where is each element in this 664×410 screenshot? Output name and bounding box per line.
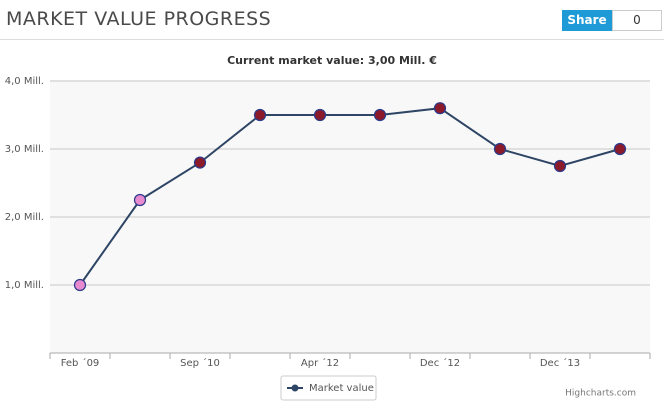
marker [193,156,207,169]
y-tick-label: 2,0 Mill. [5,212,44,223]
y-tick-label: 3,0 Mill. [5,144,44,155]
marker [133,193,147,207]
x-tick-label: Dec ´12 [420,357,460,369]
legend-symbol [291,384,299,392]
marker [553,159,567,173]
marker [433,102,447,115]
x-tick-label: Apr ´12 [301,357,339,369]
marker [373,108,387,122]
share-button[interactable]: Share [562,10,612,31]
credit[interactable]: Highcharts.com [565,389,636,399]
marker [253,108,267,122]
y-tick-label: 1,0 Mill. [5,280,44,291]
marker [613,142,627,156]
marker [313,108,327,122]
x-tick-label: Feb ´09 [61,357,100,369]
marker [493,142,507,156]
line [79,107,621,286]
y-tick-label: 4,0 Mill. [5,76,44,87]
x-tick-label: Sep ´10 [180,357,220,369]
chart: Current market value: 3,00 Mill. € Highc… [5,54,651,401]
share-count: 0 [612,10,662,31]
legend-box [280,375,377,401]
marker [73,278,87,292]
x-tick-label: Dec ´13 [540,357,580,369]
page-title: MARKET VALUE PROGRESS [6,8,272,30]
chart-title: Current market value: 3,00 Mill. € [227,54,437,67]
legend-label: Market value [309,383,374,394]
divider [0,39,664,40]
